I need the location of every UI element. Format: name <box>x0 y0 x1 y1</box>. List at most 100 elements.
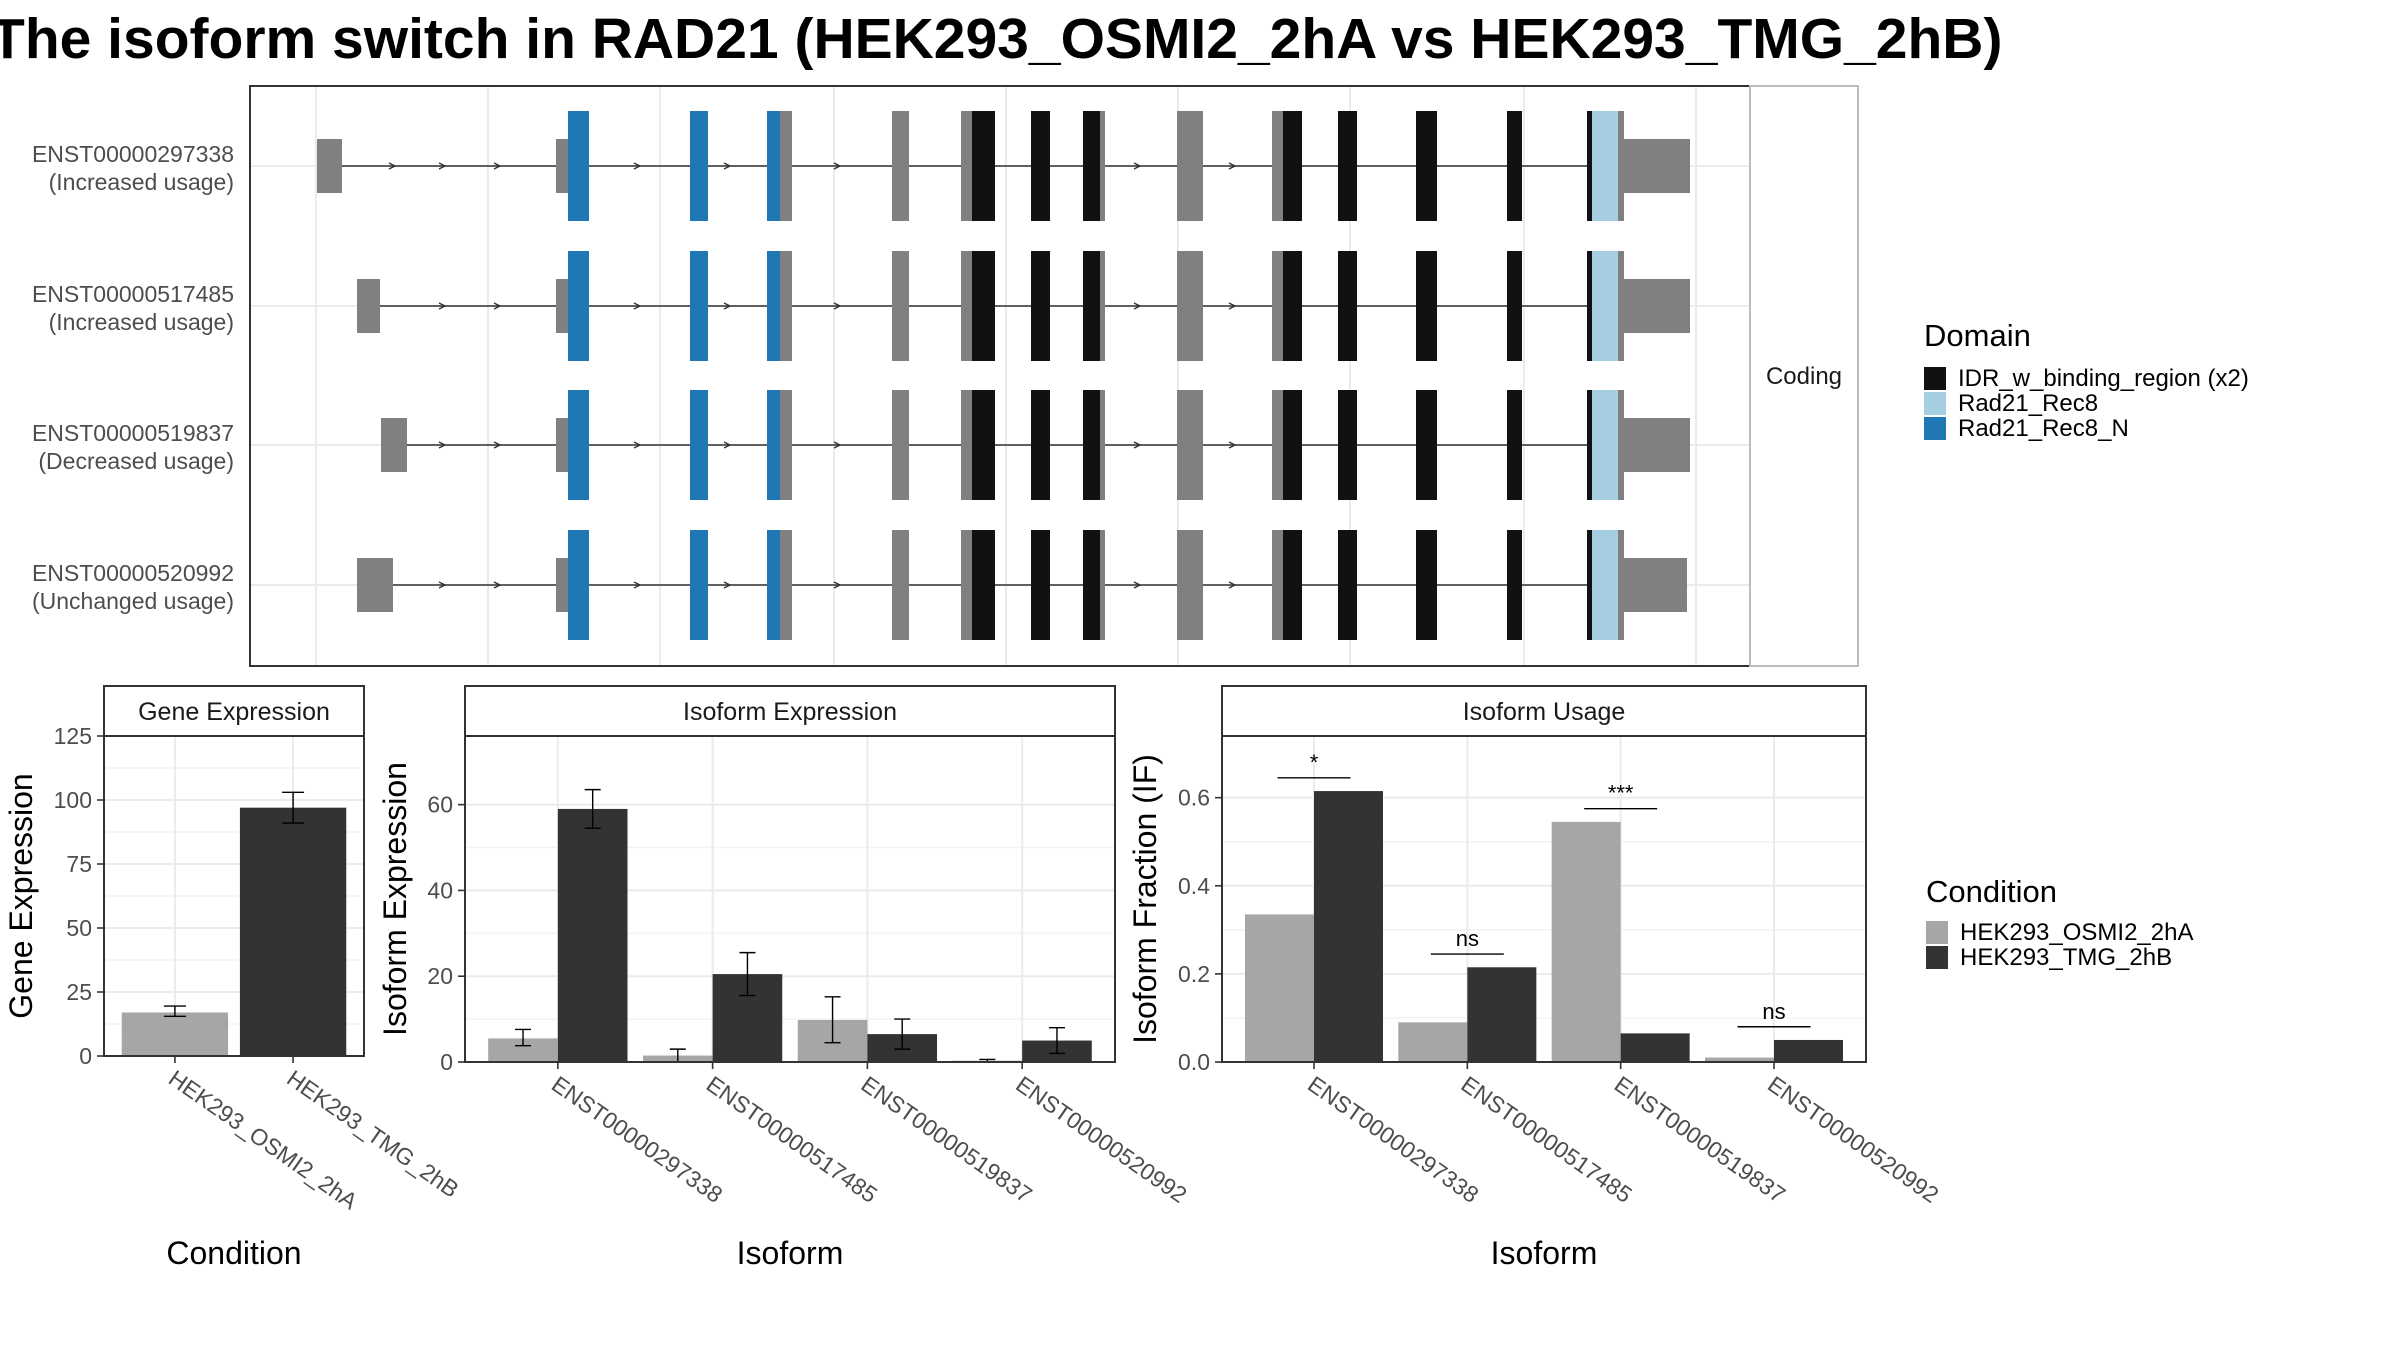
intron-arrow <box>723 162 732 170</box>
exon <box>1283 530 1302 640</box>
domain-legend-swatch <box>1924 367 1946 390</box>
intron-arrow <box>633 162 642 170</box>
error-bar <box>1048 1026 1065 1055</box>
exon <box>1031 251 1050 361</box>
condition-legend-swatch <box>1926 921 1948 944</box>
y-tick-label: 25 <box>66 979 92 1005</box>
exon <box>892 111 909 221</box>
exon <box>1416 530 1437 640</box>
domain-legend-title: Domain <box>1924 318 2031 353</box>
exon <box>556 418 568 472</box>
utr-exon <box>1624 139 1690 193</box>
x-axis-title: Condition <box>166 1235 301 1271</box>
intron-arrow <box>833 441 842 449</box>
isoform-usage-panel: Isoform Usage * ns *** ns 0.0 0.2 0.4 0.6 ENST000… <box>1127 685 1944 1271</box>
exon <box>690 530 708 640</box>
utr-exon <box>1624 558 1687 612</box>
exon <box>1083 530 1100 640</box>
y-tick-label: 0.2 <box>1178 961 1210 987</box>
panel-border <box>103 735 365 1057</box>
exon <box>892 390 909 500</box>
exon <box>568 390 589 500</box>
exon <box>556 558 568 612</box>
exon <box>1507 251 1522 361</box>
isoform-track <box>357 251 1690 361</box>
x-tick-label: HEK293_OSMI2_2hA <box>164 1065 363 1215</box>
utr-exon <box>1624 418 1690 472</box>
intron-arrow <box>438 441 447 449</box>
exon <box>1283 251 1302 361</box>
exon <box>1618 390 1624 500</box>
exon <box>568 111 589 221</box>
exon <box>1507 530 1522 640</box>
intron-arrow <box>633 441 642 449</box>
panel-title: Isoform Usage <box>1463 698 1626 726</box>
exon <box>1416 251 1437 361</box>
significance-label: *** <box>1608 781 1634 806</box>
isoform-id-label: ENST00000520992 <box>32 560 234 586</box>
exon <box>961 111 972 221</box>
exon <box>1100 390 1105 500</box>
intron-arrow <box>833 302 842 310</box>
intron-arrow <box>493 441 502 449</box>
exon <box>1031 111 1050 221</box>
exon <box>1100 111 1105 221</box>
exon <box>780 251 792 361</box>
panel-strip <box>1221 685 1867 737</box>
intron-arrow <box>1133 581 1142 589</box>
intron-arrow <box>1228 302 1237 310</box>
isoform-track <box>381 390 1690 500</box>
domain-legend-swatch <box>1924 417 1946 440</box>
exon <box>690 251 708 361</box>
bar <box>1620 1033 1690 1062</box>
intron-arrow <box>1228 441 1237 449</box>
y-tick-label: 0.4 <box>1178 873 1210 899</box>
exon <box>1272 530 1283 640</box>
exon <box>1618 251 1624 361</box>
figure-title: The isoform switch in RAD21 (HEK293_OSMI… <box>0 7 2002 71</box>
exon <box>972 390 995 500</box>
panel-border <box>1221 735 1867 1063</box>
bar <box>1314 791 1383 1062</box>
facet-label: Coding <box>1766 363 1842 390</box>
exon <box>961 390 972 500</box>
exon <box>767 251 780 361</box>
bar <box>1245 914 1314 1062</box>
exon <box>1177 390 1203 500</box>
intron-arrow <box>493 162 502 170</box>
y-tick-label: 20 <box>427 963 453 989</box>
facet-strip <box>1749 85 1859 667</box>
intron-arrow <box>833 581 842 589</box>
exon <box>1031 390 1050 500</box>
exon <box>1083 251 1100 361</box>
y-tick-label: 75 <box>66 851 92 877</box>
bar <box>1774 1039 1843 1062</box>
exon <box>1272 390 1283 500</box>
exon <box>1338 390 1357 500</box>
bar <box>1467 967 1537 1062</box>
exon <box>1587 530 1592 640</box>
exon <box>892 530 909 640</box>
exon <box>1100 530 1105 640</box>
error-bar <box>282 791 305 824</box>
intron-arrow <box>633 302 642 310</box>
exon <box>1416 111 1437 221</box>
condition-legend-label: HEK293_TMG_2hB <box>1960 944 2172 971</box>
exon <box>568 530 589 640</box>
intron-arrow <box>723 441 732 449</box>
x-tick-label: ENST00000519837 <box>857 1071 1037 1208</box>
exon <box>556 279 568 333</box>
panel-title: Isoform Expression <box>683 698 897 726</box>
intron-arrow <box>388 162 397 170</box>
exon <box>1083 390 1100 500</box>
intron-arrow <box>493 581 502 589</box>
exon <box>1592 111 1618 221</box>
first-exon <box>381 418 407 472</box>
exon <box>690 390 708 500</box>
exon <box>1283 390 1302 500</box>
exon <box>556 139 568 193</box>
exon <box>1283 111 1302 221</box>
exon <box>1507 111 1522 221</box>
